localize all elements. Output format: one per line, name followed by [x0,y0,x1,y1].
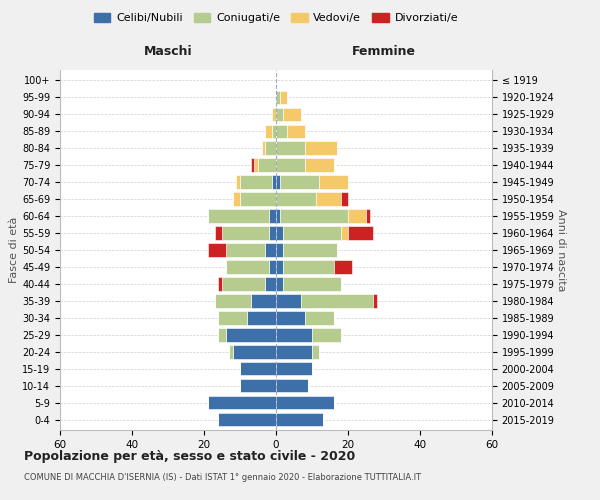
Bar [233,192,240,205]
Bar [240,176,272,188]
Bar [208,210,269,222]
Bar [276,142,305,154]
Bar [208,396,276,409]
Bar [276,278,283,290]
Bar [272,124,276,138]
Bar [276,362,312,376]
Bar [283,260,334,274]
Y-axis label: Anni di nascita: Anni di nascita [556,209,566,291]
Bar [276,90,280,104]
Bar [218,328,226,342]
Bar [280,210,348,222]
Bar [240,362,276,376]
Bar [254,158,258,172]
Bar [276,158,305,172]
Bar [215,294,251,308]
Bar [276,176,280,188]
Bar [276,124,287,138]
Bar [272,176,276,188]
Bar [341,192,348,205]
Bar [272,108,276,121]
Bar [276,210,280,222]
Y-axis label: Fasce di età: Fasce di età [9,217,19,283]
Bar [276,346,312,358]
Bar [265,278,276,290]
Bar [283,278,341,290]
Bar [283,244,337,256]
Bar [265,142,276,154]
Bar [269,260,276,274]
Bar [251,294,276,308]
Bar [276,328,312,342]
Bar [276,226,283,239]
Text: Femmine: Femmine [352,45,416,58]
Bar [366,210,370,222]
Bar [301,294,373,308]
Bar [269,226,276,239]
Bar [265,124,272,138]
Bar [276,413,323,426]
Legend: Celibi/Nubili, Coniugati/e, Vedovi/e, Divorziati/e: Celibi/Nubili, Coniugati/e, Vedovi/e, Di… [89,8,463,28]
Bar [276,396,334,409]
Bar [240,192,276,205]
Bar [218,413,276,426]
Bar [348,226,373,239]
Bar [218,278,222,290]
Bar [226,328,276,342]
Bar [218,312,247,324]
Bar [334,260,352,274]
Bar [226,244,265,256]
Bar [265,244,276,256]
Bar [276,294,301,308]
Bar [258,158,276,172]
Bar [312,328,341,342]
Text: Popolazione per età, sesso e stato civile - 2020: Popolazione per età, sesso e stato civil… [24,450,355,463]
Bar [305,158,334,172]
Bar [341,226,348,239]
Bar [280,90,287,104]
Bar [276,192,316,205]
Bar [276,244,283,256]
Bar [240,379,276,392]
Bar [269,210,276,222]
Bar [276,108,283,121]
Bar [251,158,254,172]
Bar [222,278,265,290]
Bar [276,260,283,274]
Bar [247,312,276,324]
Bar [287,124,305,138]
Bar [283,108,301,121]
Bar [373,294,377,308]
Bar [305,312,334,324]
Bar [215,226,222,239]
Bar [283,226,341,239]
Bar [226,260,269,274]
Bar [262,142,265,154]
Bar [233,346,276,358]
Bar [236,176,240,188]
Bar [319,176,348,188]
Bar [229,346,233,358]
Bar [208,244,226,256]
Bar [276,312,305,324]
Bar [312,346,319,358]
Bar [276,379,308,392]
Bar [280,176,319,188]
Text: COMUNE DI MACCHIA D'ISERNIA (IS) - Dati ISTAT 1° gennaio 2020 - Elaborazione TUT: COMUNE DI MACCHIA D'ISERNIA (IS) - Dati … [24,472,421,482]
Bar [348,210,366,222]
Bar [222,226,269,239]
Bar [316,192,341,205]
Bar [305,142,337,154]
Text: Maschi: Maschi [143,45,193,58]
